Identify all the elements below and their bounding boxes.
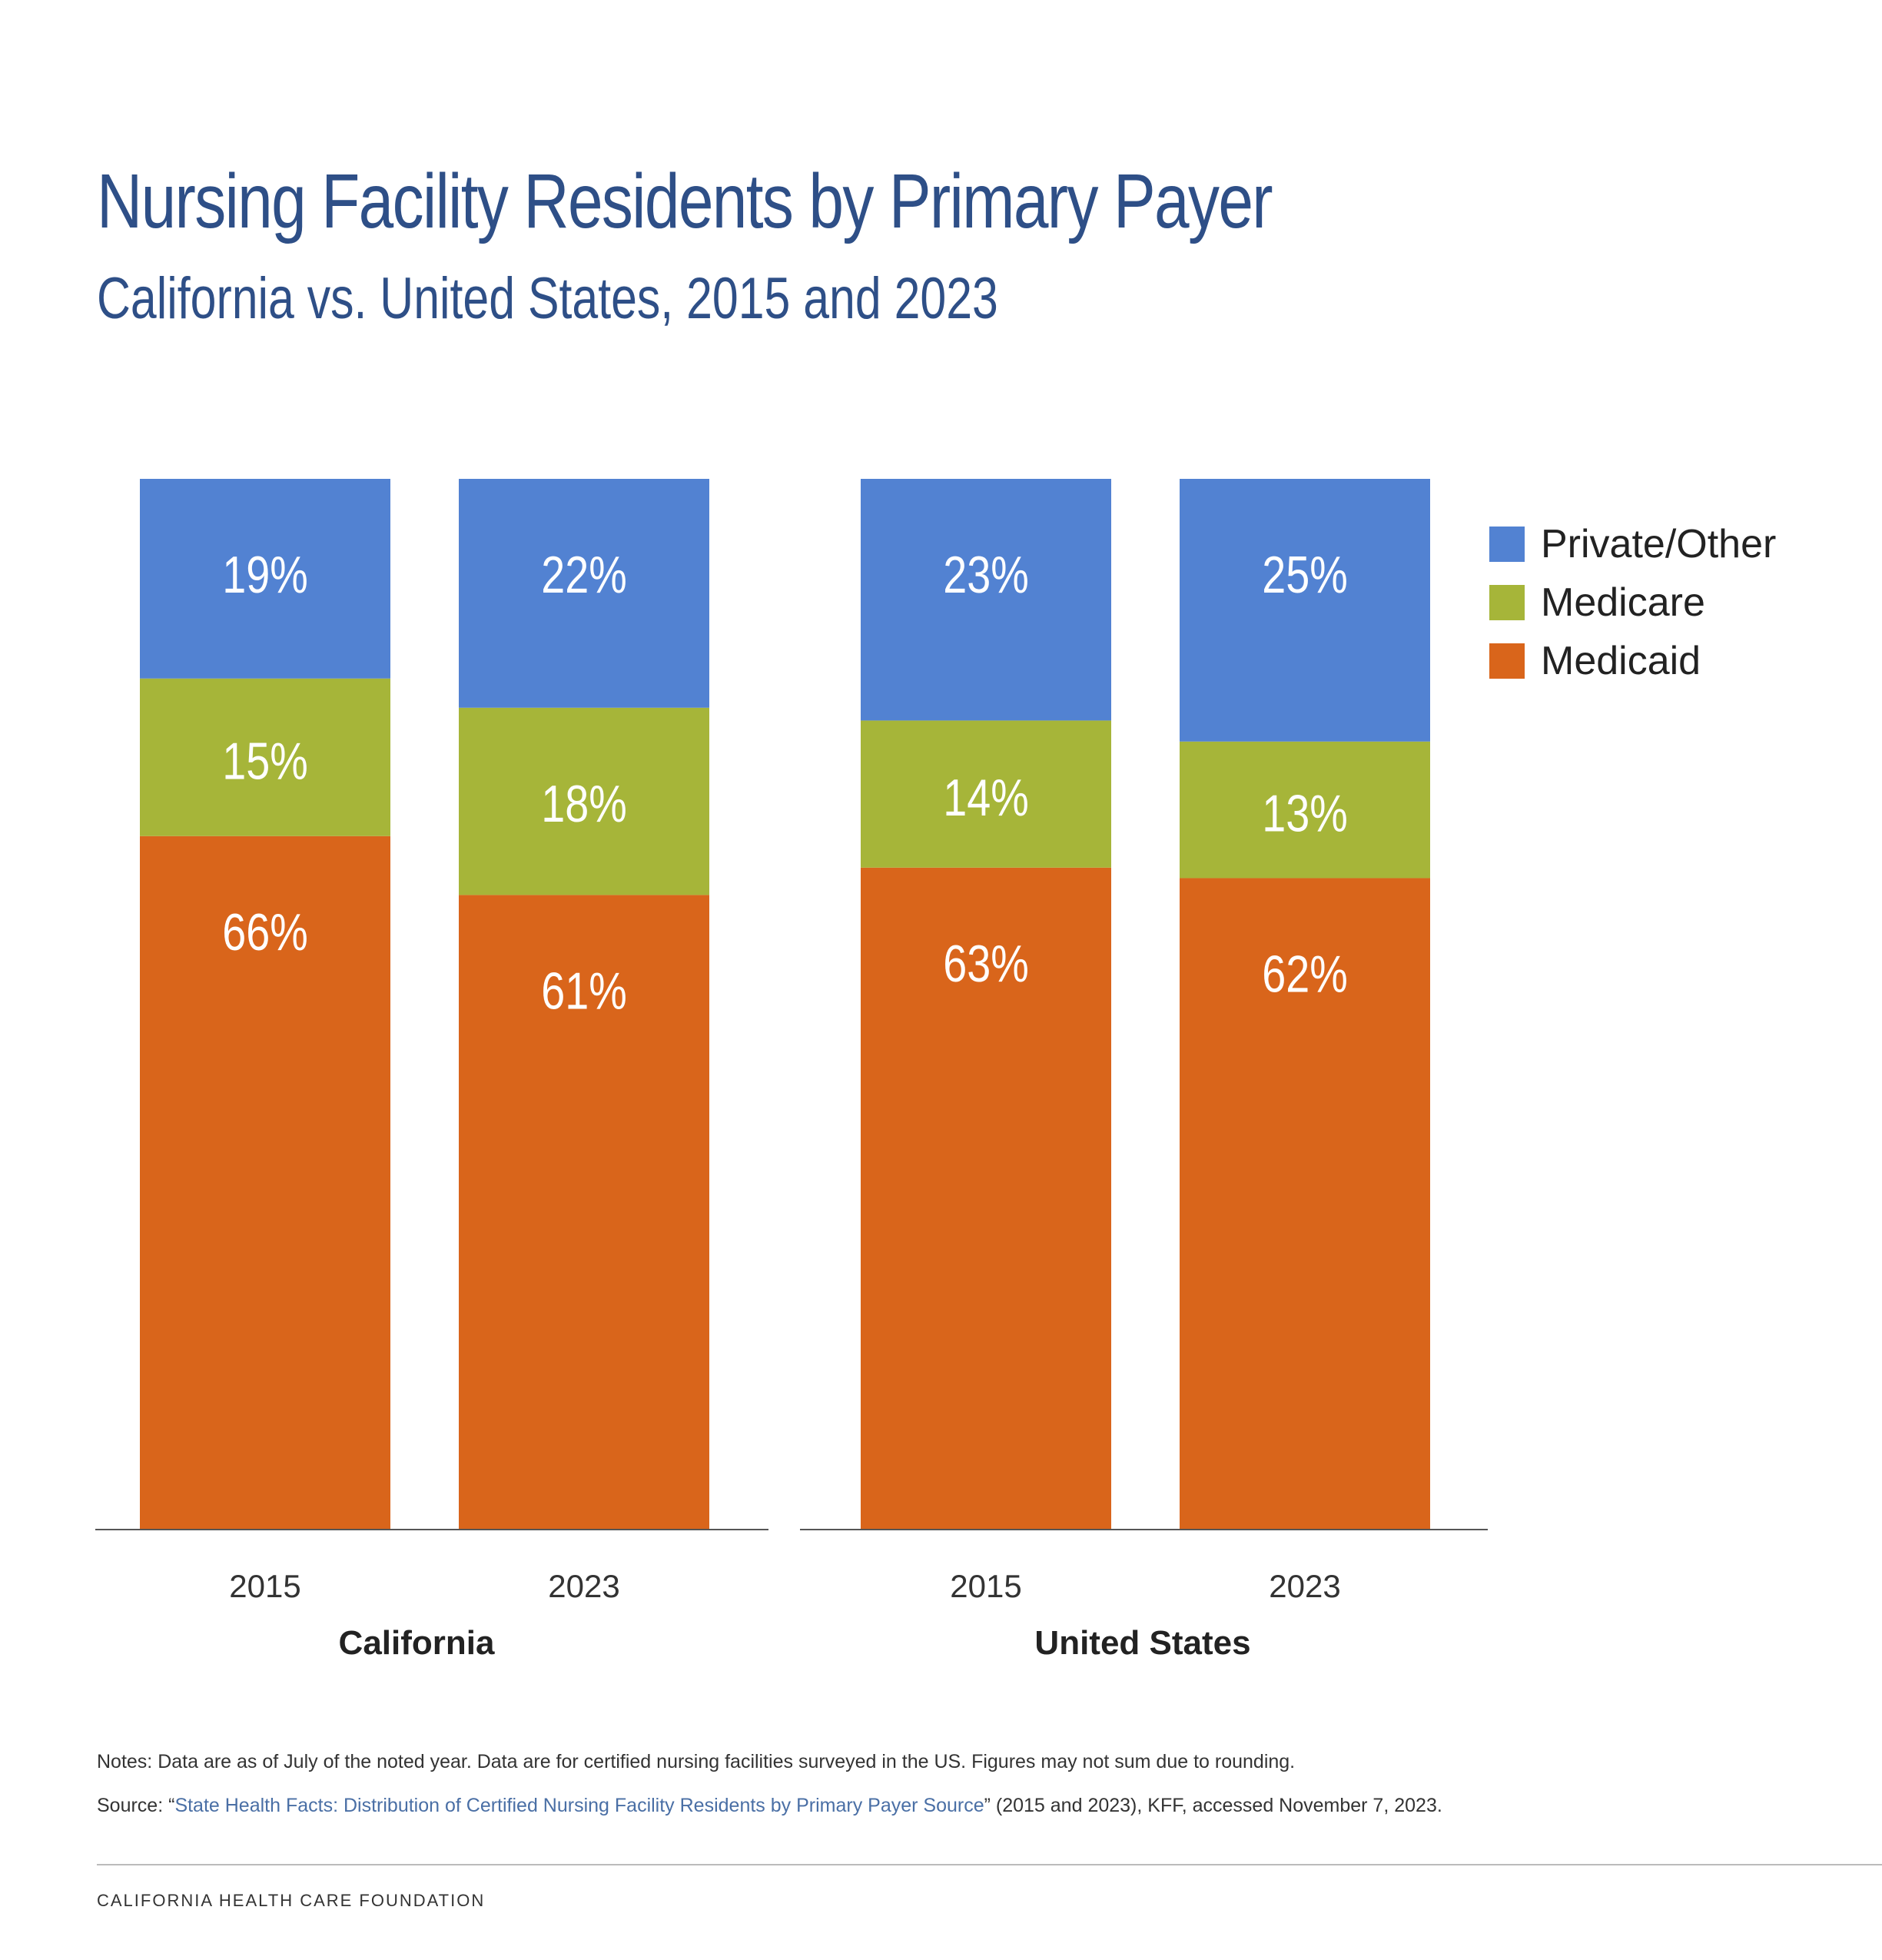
data-label-medicaid-1: 61% [541, 962, 627, 1020]
bar-medicare-0 [140, 678, 390, 836]
bar-medicaid-3 [1180, 878, 1430, 1530]
footer-divider [97, 1864, 1882, 1865]
legend-label-medicare: Medicare [1541, 580, 1705, 625]
source-prefix: Source: “ [97, 1795, 175, 1816]
data-label-private-other-3: 25% [1262, 546, 1348, 604]
legend-label-private-other: Private/Other [1541, 522, 1776, 566]
tick-label-2: 2015 [950, 1568, 1021, 1604]
bar-private-other-2 [861, 479, 1111, 721]
data-label-medicare-3: 13% [1262, 785, 1348, 842]
chart-subtitle: California vs. United States, 2015 and 2… [97, 266, 998, 331]
data-label-medicaid-2: 63% [943, 935, 1029, 993]
tick-label-1: 2023 [548, 1568, 619, 1604]
data-label-private-other-1: 22% [541, 546, 627, 604]
legend-swatch-medicare [1489, 585, 1525, 620]
group-label-1: United States [1034, 1624, 1250, 1662]
bar-private-other-0 [140, 479, 390, 679]
data-label-private-other-2: 23% [943, 546, 1029, 604]
bar-private-other-1 [459, 479, 709, 708]
data-label-medicare-1: 18% [541, 776, 627, 833]
chart-title: Nursing Facility Residents by Primary Pa… [97, 158, 1273, 244]
bar-medicare-3 [1180, 741, 1430, 879]
legend-label-medicaid: Medicaid [1541, 639, 1701, 683]
footer-organization: CALIFORNIA HEALTH CARE FOUNDATION [97, 1891, 486, 1910]
data-label-private-other-0: 19% [222, 546, 308, 604]
tick-label-3: 2023 [1269, 1568, 1340, 1604]
bar-medicaid-1 [459, 895, 709, 1530]
stacked-bar-chart: 66% 15% 19% 61% 18% 22% 63% 14% 23% 62% 13% 25% 2015… [95, 479, 1776, 1662]
bar-private-other-3 [1180, 479, 1430, 742]
tick-label-0: 2015 [229, 1568, 300, 1604]
group-label-0: California [339, 1624, 495, 1662]
legend-swatch-medicaid [1489, 643, 1525, 679]
data-label-medicare-2: 14% [943, 769, 1029, 827]
data-label-medicaid-3: 62% [1262, 945, 1348, 1003]
chart-source: Source: “State Health Facts: Distributio… [97, 1795, 1442, 1817]
chart-notes: Notes: Data are as of July of the noted … [97, 1751, 1296, 1772]
source-link[interactable]: State Health Facts: Distribution of Cert… [174, 1795, 984, 1816]
data-label-medicare-0: 15% [222, 733, 308, 790]
data-label-medicaid-0: 66% [222, 904, 308, 962]
source-suffix: ” (2015 and 2023), KFF, accessed Novembe… [984, 1795, 1442, 1816]
bar-medicaid-0 [140, 835, 390, 1530]
bar-medicare-1 [459, 707, 709, 895]
legend-swatch-private-other [1489, 527, 1525, 562]
bar-medicare-2 [861, 720, 1111, 868]
bar-medicaid-2 [861, 867, 1111, 1530]
